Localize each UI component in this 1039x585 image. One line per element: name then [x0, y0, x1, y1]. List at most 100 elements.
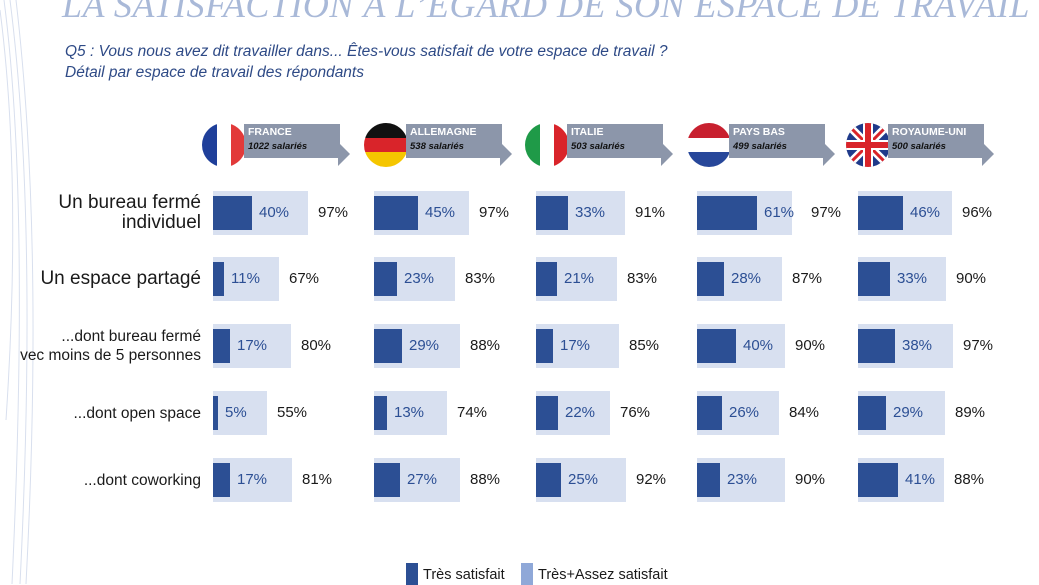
- value-label-tres-satisfait: 27%: [407, 471, 438, 488]
- value-label-tres-assez-satisfait: 67%: [289, 270, 320, 287]
- chart-subtitle: Détail par espace de travail des réponda…: [65, 64, 364, 81]
- value-label-tres-assez-satisfait: 76%: [620, 404, 651, 421]
- bar-tres-satisfait: [213, 396, 218, 430]
- bar-tres-satisfait: [213, 262, 224, 296]
- country-name: ITALIE: [571, 126, 604, 138]
- country-name: ROYAUME-UNI: [892, 126, 967, 138]
- bar-tres-satisfait: [374, 396, 387, 430]
- value-label-tres-satisfait: 33%: [575, 204, 606, 221]
- value-label-tres-satisfait: 40%: [259, 204, 290, 221]
- country-sample-size: 538 salariés: [410, 141, 464, 152]
- legend-swatch-dark: [406, 563, 418, 585]
- bar-tres-satisfait: [697, 396, 722, 430]
- value-label-tres-satisfait: 22%: [565, 404, 596, 421]
- country-banner: [244, 124, 340, 158]
- bar-tres-satisfait: [697, 262, 724, 296]
- bar-tres-satisfait: [697, 463, 720, 497]
- country-sample-size: 503 salariés: [571, 141, 625, 152]
- value-label-tres-satisfait: 23%: [727, 471, 758, 488]
- bar-tres-satisfait: [213, 463, 230, 497]
- value-label-tres-assez-satisfait: 84%: [789, 404, 820, 421]
- bar-tres-satisfait: [536, 262, 557, 296]
- bar-tres-satisfait: [536, 196, 568, 230]
- bar-tres-satisfait: [536, 396, 558, 430]
- value-label-tres-assez-satisfait: 83%: [465, 270, 496, 287]
- bar-tres-satisfait: [374, 329, 402, 363]
- country-name: FRANCE: [248, 126, 292, 138]
- country-sample-size: 1022 salariés: [248, 141, 308, 152]
- value-label-tres-assez-satisfait: 87%: [792, 270, 823, 287]
- value-label-tres-satisfait: 11%: [231, 270, 260, 287]
- value-label-tres-assez-satisfait: 97%: [963, 337, 994, 354]
- bar-tres-satisfait: [697, 196, 757, 230]
- uk-flag-icon: [846, 123, 890, 167]
- value-label-tres-satisfait: 45%: [425, 204, 456, 221]
- value-label-tres-assez-satisfait: 97%: [811, 204, 842, 221]
- value-label-tres-assez-satisfait: 81%: [302, 471, 333, 488]
- value-label-tres-satisfait: 28%: [731, 270, 762, 287]
- value-label-tres-satisfait: 17%: [560, 337, 591, 354]
- bar-tres-satisfait: [858, 196, 903, 230]
- country-name: ALLEMAGNE: [410, 126, 477, 138]
- legend-swatch-light: [521, 563, 533, 585]
- value-label-tres-satisfait: 25%: [568, 471, 599, 488]
- country-banner: [406, 124, 502, 158]
- value-label-tres-satisfait: 23%: [404, 270, 435, 287]
- value-label-tres-assez-satisfait: 90%: [795, 471, 826, 488]
- value-label-tres-assez-satisfait: 91%: [635, 204, 666, 221]
- bar-tres-assez-satisfait: [213, 391, 267, 435]
- country-banner: [567, 124, 663, 158]
- bar-tres-satisfait: [858, 329, 895, 363]
- question-text: Q5 : Vous nous avez dit travailler dans.…: [65, 43, 668, 60]
- legend-label-dark: Très satisfait: [423, 567, 505, 583]
- bar-tres-satisfait: [858, 396, 886, 430]
- value-label-tres-satisfait: 29%: [409, 337, 440, 354]
- bar-tres-satisfait: [858, 463, 898, 497]
- value-label-tres-assez-satisfait: 74%: [457, 404, 488, 421]
- country-banner: [888, 124, 984, 158]
- bar-tres-satisfait: [213, 329, 230, 363]
- legend-label-light: Très+Assez satisfait: [538, 567, 668, 583]
- netherlands-flag-icon: [687, 123, 731, 167]
- value-label-tres-satisfait: 29%: [893, 404, 924, 421]
- value-label-tres-assez-satisfait: 88%: [954, 471, 985, 488]
- bar-tres-satisfait: [697, 329, 736, 363]
- value-label-tres-satisfait: 17%: [237, 471, 268, 488]
- country-banner: [729, 124, 825, 158]
- value-label-tres-assez-satisfait: 80%: [301, 337, 332, 354]
- italy-flag-icon: [525, 123, 569, 167]
- france-flag-icon: [202, 123, 246, 167]
- value-label-tres-satisfait: 61%: [764, 204, 795, 221]
- bar-tres-satisfait: [374, 463, 400, 497]
- value-label-tres-assez-satisfait: 90%: [795, 337, 826, 354]
- value-label-tres-assez-satisfait: 88%: [470, 471, 501, 488]
- country-header-italy: ITALIE 503 salariés: [525, 118, 675, 170]
- value-label-tres-satisfait: 38%: [902, 337, 933, 354]
- value-label-tres-satisfait: 41%: [905, 471, 936, 488]
- value-label-tres-assez-satisfait: 97%: [318, 204, 349, 221]
- bar-tres-satisfait: [536, 329, 553, 363]
- bar-tres-assez-satisfait: [213, 257, 279, 301]
- country-header-netherlands: PAYS BAS 499 salariés: [687, 118, 837, 170]
- row-label-3: ...dont open space: [73, 405, 201, 422]
- country-header-germany: ALLEMAGNE 538 salariés: [364, 118, 514, 170]
- value-label-tres-satisfait: 40%: [743, 337, 774, 354]
- value-label-tres-satisfait: 26%: [729, 404, 760, 421]
- value-label-tres-assez-satisfait: 96%: [962, 204, 993, 221]
- germany-flag-icon: [364, 123, 408, 167]
- value-label-tres-assez-satisfait: 55%: [277, 404, 308, 421]
- country-name: PAYS BAS: [733, 126, 785, 138]
- value-label-tres-assez-satisfait: 90%: [956, 270, 987, 287]
- value-label-tres-satisfait: 33%: [897, 270, 928, 287]
- bar-tres-satisfait: [858, 262, 890, 296]
- chart-question: Q5 : Vous nous avez dit travailler dans.…: [65, 41, 668, 83]
- page-title: LA SATISFACTION À L’ÉGARD DE SON ESPACE …: [62, 0, 1030, 25]
- row-label-1: Un espace partagé: [40, 268, 201, 289]
- country-header-france: FRANCE 1022 salariés: [202, 118, 352, 170]
- row-label-0: Un bureau fermé individuel: [58, 192, 201, 233]
- value-label-tres-satisfait: 5%: [225, 404, 247, 421]
- country-header-uk: ROYAUME-UNI 500 salariés: [846, 118, 996, 170]
- value-label-tres-assez-satisfait: 88%: [470, 337, 501, 354]
- value-label-tres-assez-satisfait: 92%: [636, 471, 667, 488]
- value-label-tres-assez-satisfait: 85%: [629, 337, 660, 354]
